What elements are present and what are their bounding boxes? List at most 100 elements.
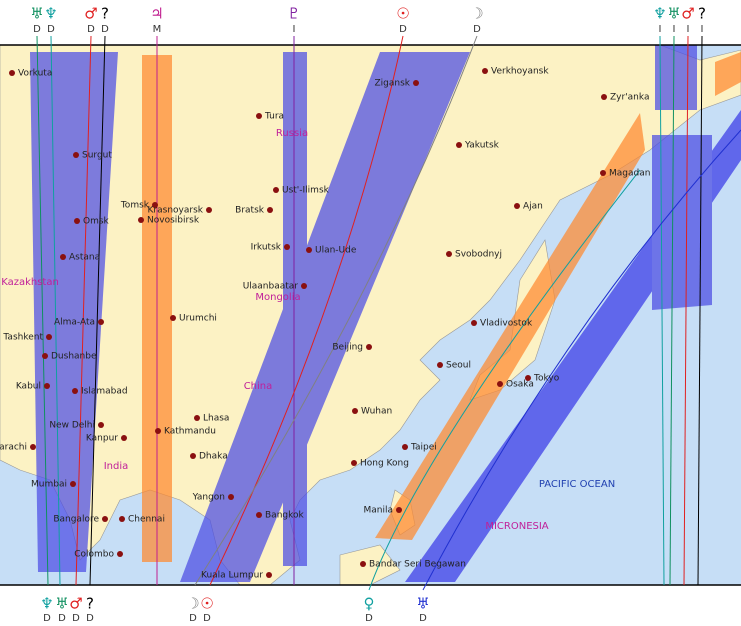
city-label: Kuala Lumpur <box>201 571 263 581</box>
city-dot <box>482 68 488 74</box>
planet-glyph: ♀ <box>364 595 375 613</box>
line-type: D <box>33 24 41 35</box>
city-label: Zigansk <box>375 79 411 89</box>
city-label: Tomsk <box>120 201 150 211</box>
band <box>715 52 741 96</box>
land <box>0 44 741 586</box>
city-dot <box>73 152 79 158</box>
planet-glyph: ♂ <box>84 5 97 23</box>
city-label: Kanpur <box>86 434 118 444</box>
planet-glyph: ♃ <box>150 5 163 23</box>
city-label: Colombo <box>74 550 114 560</box>
city-label: Taipei <box>410 443 437 453</box>
city-dot <box>60 254 66 260</box>
city-dot <box>30 444 36 450</box>
city-label: Bangalore <box>53 515 99 525</box>
city-dot <box>366 344 372 350</box>
planet-glyph: ☉ <box>200 595 213 613</box>
city-dot <box>273 187 279 193</box>
region-label: India <box>104 461 129 472</box>
city-label: Astana <box>69 253 100 263</box>
city-label: Alma-Ata <box>54 318 95 328</box>
band <box>652 135 712 310</box>
city-dot <box>266 572 272 578</box>
planet-glyph: ? <box>86 595 94 613</box>
planet-line <box>697 35 703 586</box>
city-label: Mumbai <box>31 480 67 490</box>
top-marker: ♆D <box>44 5 57 36</box>
city-label: Novosibirsk <box>147 216 200 226</box>
city-label: Chennai <box>128 515 165 525</box>
planet-line <box>683 35 689 586</box>
line-type: D <box>58 613 66 624</box>
planet-glyph: ☽ <box>470 5 483 23</box>
city-label: Yakutsk <box>464 141 500 151</box>
city-dot <box>437 362 443 368</box>
band <box>375 113 645 540</box>
city-dot <box>74 218 80 224</box>
line-type: D <box>86 613 94 624</box>
planet-line <box>669 35 675 586</box>
city-label: Dhaka <box>199 452 228 462</box>
line-type: D <box>43 613 51 624</box>
planet-line <box>368 169 641 591</box>
planet-line <box>50 35 61 586</box>
planet-glyph: ♅ <box>30 5 43 23</box>
city-dot <box>471 320 477 326</box>
city-dot <box>194 415 200 421</box>
city-dot <box>98 319 104 325</box>
city-dot <box>456 142 462 148</box>
city-label: Bangkok <box>265 511 305 521</box>
top-marker: ♂I <box>681 5 694 36</box>
top-marker: ☉D <box>396 5 409 36</box>
line-type: D <box>473 24 481 35</box>
city-dot <box>152 202 158 208</box>
city-label: Karachi <box>0 443 27 453</box>
top-marker: ☽D <box>470 5 483 36</box>
city-label: Vorkuta <box>18 69 52 79</box>
city-label: Tura <box>264 112 284 122</box>
city-label: Seoul <box>446 361 471 371</box>
city-dot <box>117 551 123 557</box>
region-label: MICRONESIA <box>485 521 548 532</box>
line-type: D <box>72 613 80 624</box>
line-type: D <box>47 24 55 35</box>
planet-glyph: ♂ <box>681 5 694 23</box>
city-dot <box>119 516 125 522</box>
city-dot <box>46 334 52 340</box>
city-dot <box>72 388 78 394</box>
city-label: Urumchi <box>179 314 217 324</box>
line-type: D <box>365 613 373 624</box>
band <box>655 45 697 110</box>
planet-glyph: ♅ <box>55 595 68 613</box>
city-label: Bandar Seri Begawan <box>369 560 466 570</box>
city-dot <box>396 507 402 513</box>
city-dot <box>525 375 531 381</box>
planet-line <box>36 35 49 586</box>
line-type: M <box>153 24 162 35</box>
city-dot <box>155 428 161 434</box>
city-label: Surgut <box>82 151 112 161</box>
city-dot <box>446 251 452 257</box>
city-label: Verkhoyansk <box>491 67 549 77</box>
city-dot <box>514 203 520 209</box>
top-marker: ?D <box>101 5 109 36</box>
region-label: Mongolia <box>255 292 300 303</box>
city-label: Magadan <box>609 169 650 179</box>
city-label: Ust'-Ilimsk <box>282 186 330 196</box>
line-type: I <box>687 24 690 35</box>
city-dot <box>600 170 606 176</box>
planet-glyph: ☽ <box>186 595 199 613</box>
city-dot <box>70 481 76 487</box>
city-dot <box>360 561 366 567</box>
city-label: Krasnoyarsk <box>148 206 204 216</box>
city-label: Ajan <box>523 202 543 212</box>
city-dot <box>206 207 212 213</box>
city-dot <box>284 244 290 250</box>
planet-line <box>422 129 741 591</box>
city-label: Zyr'anka <box>610 93 649 103</box>
top-marker: ♅I <box>667 5 680 36</box>
city-dot <box>256 512 262 518</box>
planet-glyph: ? <box>698 5 706 23</box>
city-label: Svobodnyj <box>455 250 502 260</box>
